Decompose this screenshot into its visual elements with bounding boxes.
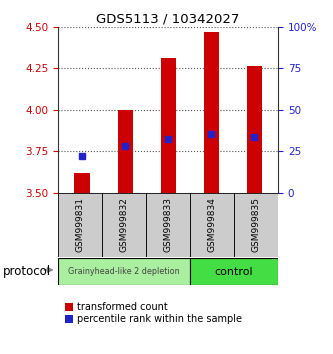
Text: control: control: [215, 267, 253, 277]
Bar: [204, 32, 219, 193]
Text: percentile rank within the sample: percentile rank within the sample: [77, 314, 241, 324]
Bar: [58, 258, 190, 285]
Text: GSM999832: GSM999832: [120, 197, 129, 252]
Bar: [118, 110, 133, 193]
Text: GSM999835: GSM999835: [251, 197, 261, 252]
Bar: [58, 193, 102, 257]
Bar: [161, 58, 176, 193]
Bar: [234, 193, 278, 257]
Text: transformed count: transformed count: [77, 302, 167, 312]
Bar: [190, 258, 278, 285]
Text: GSM999834: GSM999834: [207, 197, 217, 252]
Bar: [102, 193, 146, 257]
Text: Grainyhead-like 2 depletion: Grainyhead-like 2 depletion: [68, 267, 180, 276]
Text: protocol: protocol: [3, 265, 52, 278]
Text: GSM999833: GSM999833: [164, 197, 173, 252]
Bar: [75, 173, 90, 193]
Bar: [190, 193, 234, 257]
Title: GDS5113 / 10342027: GDS5113 / 10342027: [97, 12, 240, 25]
Bar: [146, 193, 190, 257]
Text: GSM999831: GSM999831: [76, 197, 85, 252]
Bar: [247, 67, 262, 193]
